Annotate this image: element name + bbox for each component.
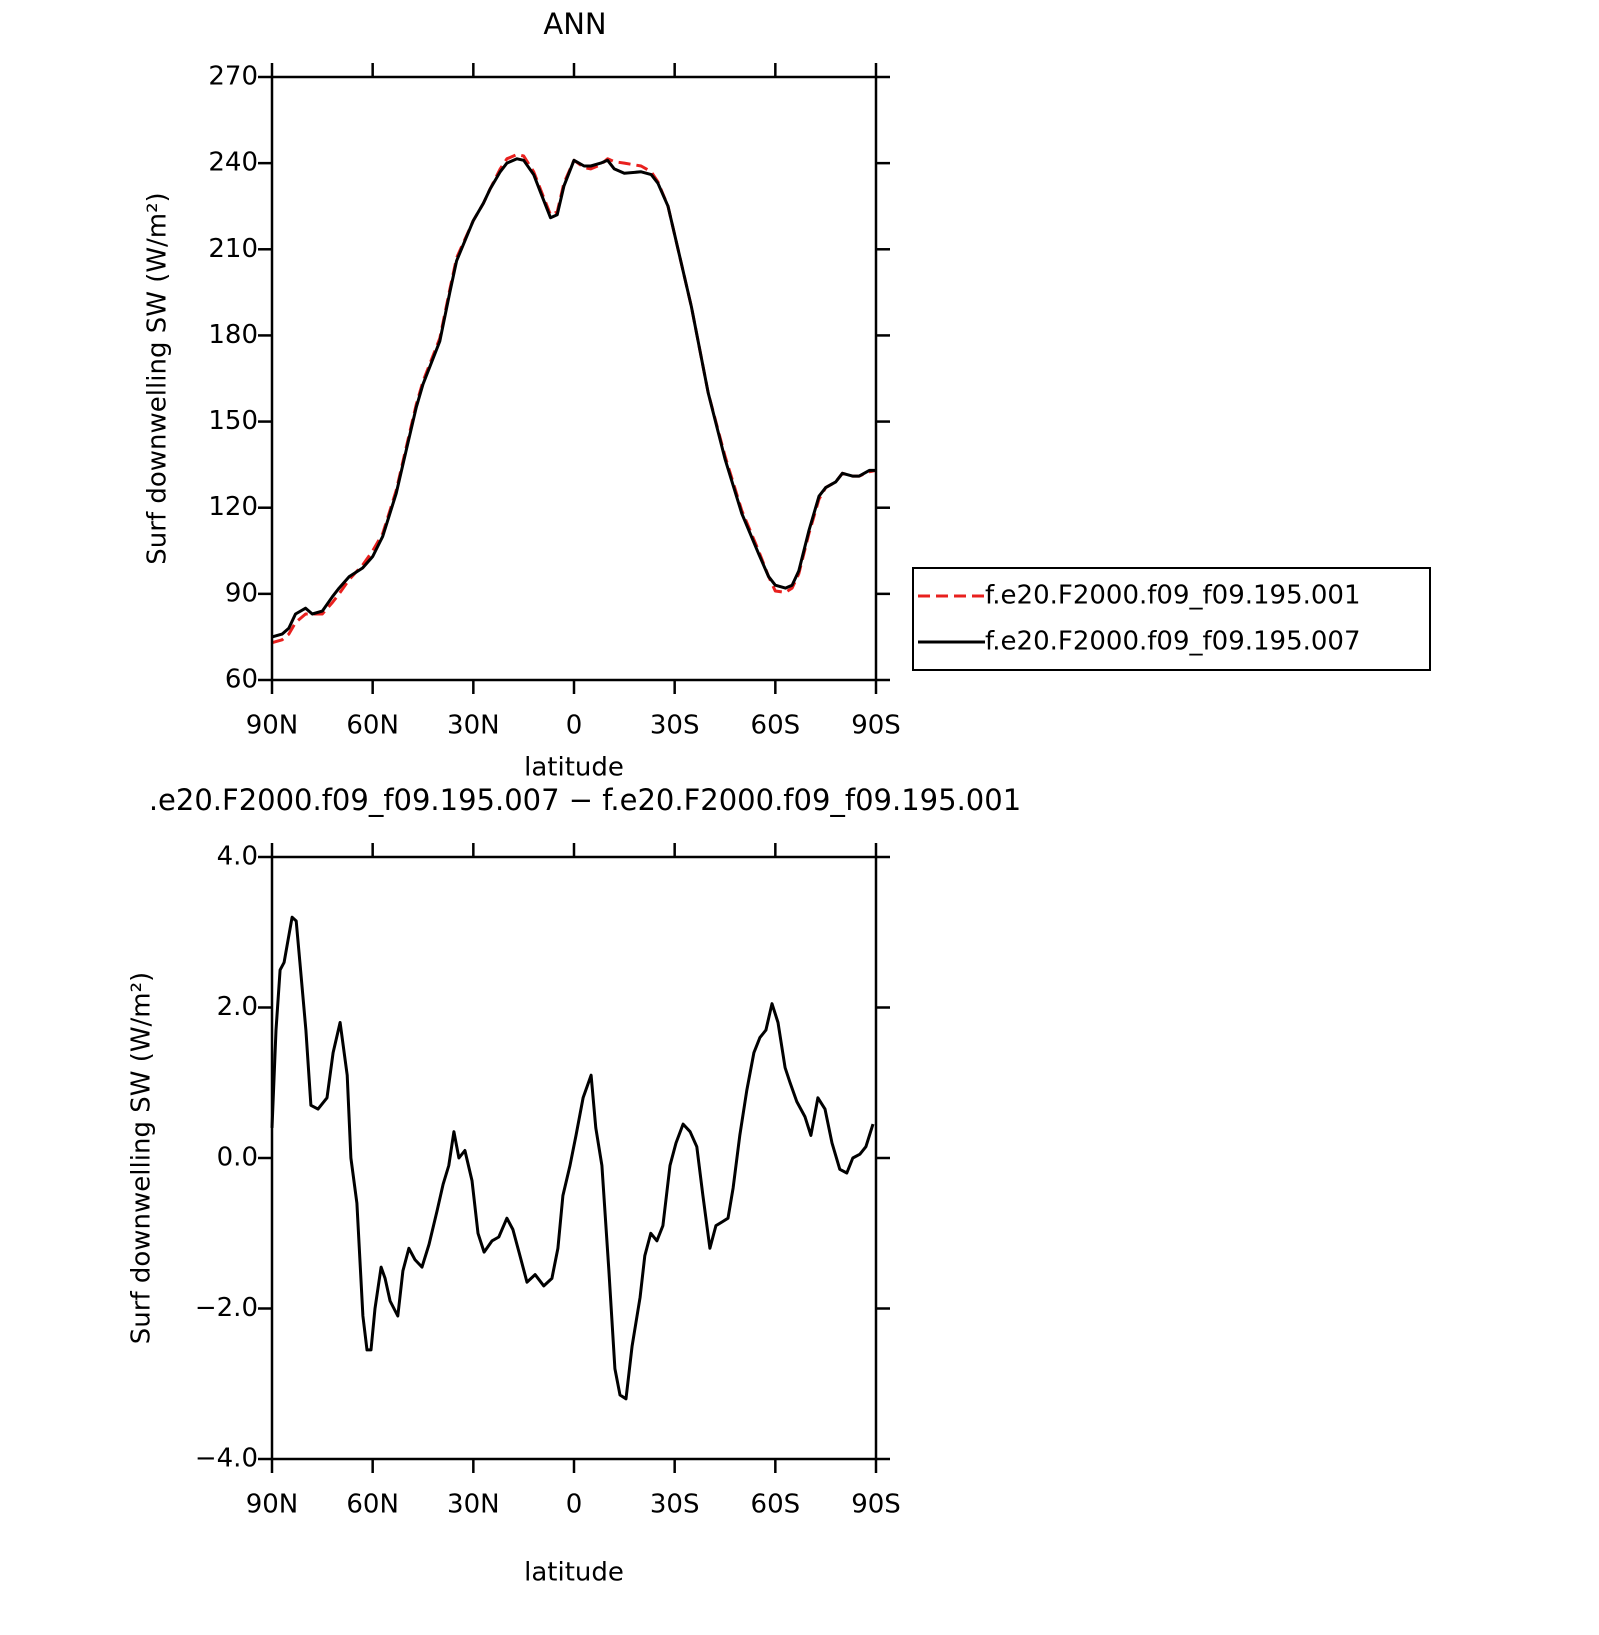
x-axis-label: latitude	[524, 753, 624, 783]
x-tick-label: 60S	[751, 711, 801, 741]
y-tick-label: −2.0	[195, 1293, 258, 1323]
plot-frame	[270, 855, 878, 1461]
x-tick-label: 0	[566, 711, 583, 741]
data-line	[271, 153, 877, 645]
y-axis-label: Surf downwelling SW (W/m²)	[127, 972, 157, 1344]
x-tick-label: 60S	[751, 1490, 801, 1520]
y-tick-label: 240	[208, 148, 258, 178]
x-tick-label: 90S	[851, 1490, 901, 1520]
y-tick-label: 270	[208, 62, 258, 92]
data-line	[270, 915, 875, 1401]
y-tick-label: 150	[208, 406, 258, 436]
chart-title: .e20.F2000.f09_f09.195.007 − f.e20.F2000…	[149, 783, 1021, 817]
x-tick-label: 90N	[246, 711, 299, 741]
y-tick-label: 120	[208, 492, 258, 522]
y-tick-label: 2.0	[217, 992, 258, 1022]
x-tick-label: 30S	[650, 1490, 700, 1520]
chart-title: ANN	[543, 7, 606, 41]
x-tick-label: 90S	[851, 711, 901, 741]
y-tick-label: 60	[225, 665, 258, 695]
y-axis-label: Surf downwelling SW (W/m²)	[143, 192, 173, 564]
x-tick-label: 90N	[246, 1490, 299, 1520]
y-tick-label: 90	[225, 578, 258, 608]
legend-box	[912, 567, 1431, 671]
x-tick-label: 30S	[650, 711, 700, 741]
data-line	[271, 157, 876, 639]
legend-label: f.e20.F2000.f09_f09.195.001	[985, 581, 1361, 611]
y-tick-label: −4.0	[195, 1444, 258, 1474]
x-tick-label: 30N	[447, 711, 500, 741]
x-tick-label: 30N	[447, 1490, 500, 1520]
y-tick-label: 180	[208, 320, 258, 350]
x-tick-label: 0	[566, 1490, 583, 1520]
plot-frame	[270, 75, 878, 682]
x-tick-label: 60N	[346, 711, 399, 741]
x-tick-label: 60N	[346, 1490, 399, 1520]
y-tick-label: 210	[208, 234, 258, 264]
y-tick-label: 4.0	[217, 842, 258, 872]
y-tick-label: 0.0	[217, 1143, 258, 1173]
legend-label: f.e20.F2000.f09_f09.195.007	[985, 627, 1361, 657]
x-axis-label: latitude	[524, 1558, 624, 1588]
